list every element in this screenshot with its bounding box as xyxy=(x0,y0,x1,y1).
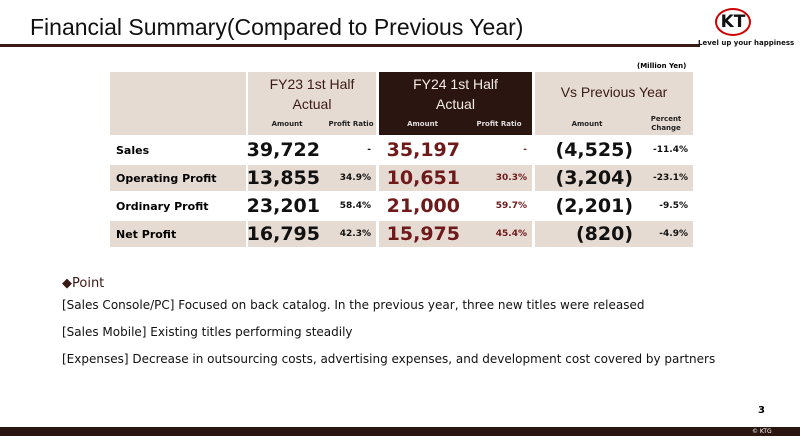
ratio: -9.5% xyxy=(639,193,693,219)
row-label: Net Profit xyxy=(110,221,246,247)
logo: KT xyxy=(715,8,751,36)
group-label: Actual xyxy=(436,96,475,112)
ratio: -23.1% xyxy=(639,165,693,191)
ratio: 30.3% xyxy=(466,165,532,191)
amount: (3,204) xyxy=(535,165,639,191)
point-item: [Sales Console/PC] Focused on back catal… xyxy=(62,298,645,312)
subheader: Amount xyxy=(271,119,303,128)
tagline: Level up your happiness xyxy=(698,39,795,47)
amount: (820) xyxy=(535,221,639,247)
amount: 15,975 xyxy=(379,221,466,247)
subheader: Profit Ratio xyxy=(328,119,374,128)
amount: 21,000 xyxy=(379,193,466,219)
amount: 35,197 xyxy=(379,137,466,163)
subheader: Profit Ratio xyxy=(476,119,522,128)
ratio: 58.4% xyxy=(326,193,376,219)
group-bg xyxy=(535,72,693,135)
point-item: [Sales Mobile] Existing titles performin… xyxy=(62,325,353,339)
ratio: - xyxy=(466,137,532,163)
ratio: 42.3% xyxy=(326,221,376,247)
group-label: Actual xyxy=(292,96,332,112)
copyright: © KTG xyxy=(752,428,772,435)
amount: 10,651 xyxy=(379,165,466,191)
footer-bar xyxy=(0,427,800,436)
amount: 23,201 xyxy=(247,193,326,219)
group-bg xyxy=(379,72,532,135)
ratio: -4.9% xyxy=(639,221,693,247)
row-label: Sales xyxy=(110,137,246,163)
ratio: 59.7% xyxy=(466,193,532,219)
amount: 13,855 xyxy=(247,165,326,191)
subheader: Amount xyxy=(571,119,603,128)
amount: 16,795 xyxy=(247,221,326,247)
group-label: FY23 1st Half xyxy=(269,76,355,92)
title-rule xyxy=(0,44,700,47)
point-heading: ◆Point xyxy=(62,276,105,291)
unit-label: (Million Yen) xyxy=(637,62,687,70)
amount: (4,525) xyxy=(535,137,639,163)
amount: (2,201) xyxy=(535,193,639,219)
header-cell xyxy=(110,72,246,135)
point-item: [Expenses] Decrease in outsourcing costs… xyxy=(62,352,716,366)
subheader: Amount xyxy=(407,119,438,128)
page-number: 3 xyxy=(758,405,765,416)
ratio: -11.4% xyxy=(639,137,693,163)
amount: 39,722 xyxy=(247,137,326,163)
slide-title: Financial Summary(Compared to Previous Y… xyxy=(30,14,524,40)
row-label: Operating Profit xyxy=(110,165,246,191)
group-label: FY24 1st Half xyxy=(413,76,498,92)
ratio: 45.4% xyxy=(466,221,532,247)
ratio: 34.9% xyxy=(326,165,376,191)
row-label: Ordinary Profit xyxy=(110,193,246,219)
subheader: Percent Change xyxy=(650,115,682,132)
group-bg xyxy=(248,72,376,135)
group-label: Vs Previous Year xyxy=(560,84,668,100)
ratio: - xyxy=(326,137,376,163)
